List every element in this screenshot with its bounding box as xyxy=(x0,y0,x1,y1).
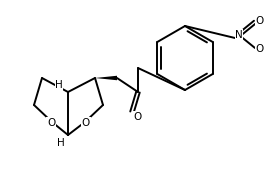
Text: H: H xyxy=(55,80,63,90)
Text: O: O xyxy=(82,118,90,128)
Polygon shape xyxy=(95,76,117,80)
Text: O: O xyxy=(256,16,264,26)
Text: O: O xyxy=(256,44,264,54)
Text: O: O xyxy=(47,118,55,128)
Text: H: H xyxy=(57,138,65,148)
Text: N: N xyxy=(235,30,243,40)
Text: O: O xyxy=(133,112,141,122)
